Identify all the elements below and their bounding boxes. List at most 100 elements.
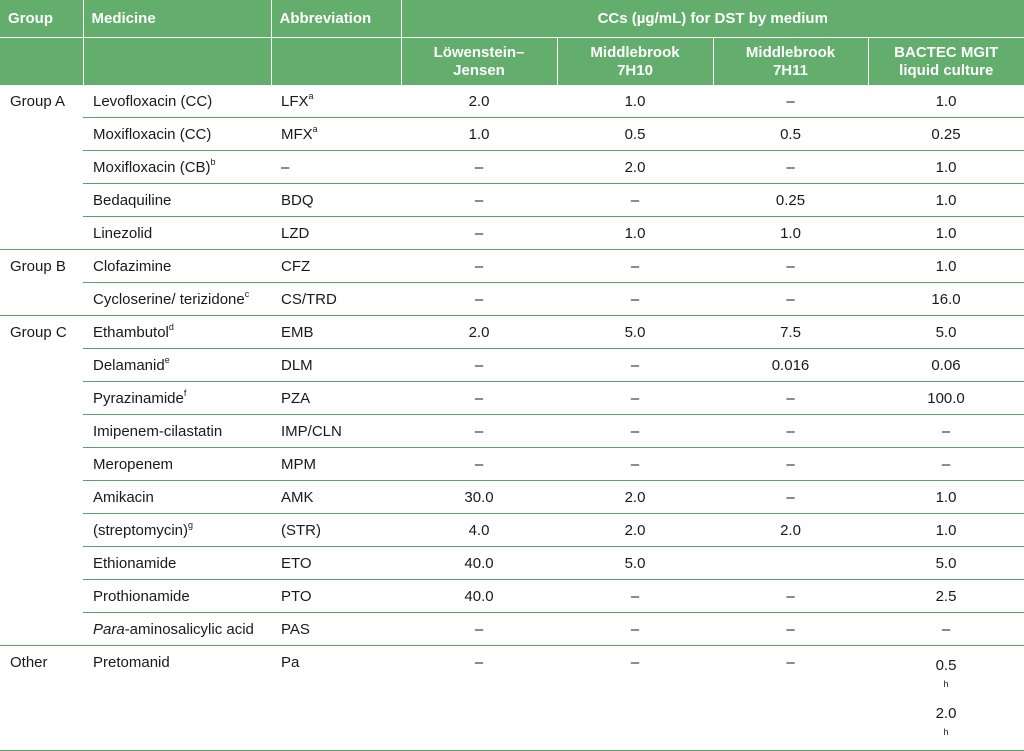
table-row: Imipenem-cilastatin IMP/CLN – – – – [0,414,1024,448]
cell-abbreviation: LZD [271,216,401,250]
cell-lj: 30.0 [401,480,557,514]
cell-abbreviation-text: CFZ [281,257,311,275]
cell-mgit: – [868,612,1024,646]
cell-abbreviation-text: EMB [281,323,314,341]
header-group: Group [0,0,83,38]
cell-abbreviation: IMP/CLN [271,414,401,448]
cell-7h10: – [557,282,713,316]
cell-7h11: – [713,579,868,613]
cell-lj: – [401,612,557,646]
cell-medicine: Moxifloxacin (CB)b [83,150,271,184]
header-lj-line1: Löwenstein– [433,43,525,61]
cell-medicine: Moxifloxacin (CC) [83,117,271,151]
cell-medicine: Cycloserine/ terizidonec [83,282,271,316]
cell-7h10: – [557,348,713,382]
cell-medicine: Imipenem-cilastatin [83,414,271,448]
header-7h11-line2: 7H11 [772,61,809,79]
header-7h10-line2: 7H10 [617,61,653,79]
cell-lj: – [401,447,557,481]
cell-abbreviation: – [271,150,401,184]
cell-7h11: – [713,447,868,481]
cell-medicine-italic: Para [93,620,125,638]
cell-7h11: – [713,480,868,514]
cell-lj: 40.0 [401,579,557,613]
cell-group [0,184,83,217]
cell-group [0,448,83,481]
cell-abbreviation-text: – [281,158,290,176]
cell-mgit: 16.0 [868,282,1024,316]
cell-7h10: 5.0 [557,315,713,349]
cell-medicine-footnote: c [244,288,250,299]
cell-abbreviation: LFXa [271,85,401,118]
cell-abbreviation-text: LZD [281,224,310,242]
cell-7h11: – [713,612,868,646]
cell-mgit: 1.0 [868,150,1024,184]
cell-abbreviation-text: CS/TRD [281,290,337,308]
cell-group [0,349,83,382]
cell-group [0,580,83,613]
table-row: Ethionamide ETO 40.0 5.0 5.0 [0,546,1024,580]
cell-mgit: 0.06 [868,348,1024,382]
cell-mgit: 0.25 [868,117,1024,151]
cell-medicine: Delamanide [83,348,271,382]
cell-group: Group A [10,92,66,110]
header-abbreviation: Abbreviation [270,0,401,38]
cell-abbreviation-text: MFX [281,125,313,143]
cell-mgit: 1.0 [868,249,1024,283]
table-row: Bedaquiline BDQ – –0.25 1.0 [0,183,1024,217]
header-7h10-line1: Middlebrook [590,43,680,61]
cell-mgit: 2.5 [868,579,1024,613]
cell-abbreviation: MFXa [271,117,401,151]
cell-mgit-value-2: 2.0 h [935,705,957,737]
cell-medicine-text: (streptomycin) [93,521,189,539]
cell-abbreviation-footnote: a [312,123,318,134]
cell-medicine-text: -aminosalicylic acid [124,620,254,638]
table-row: Delamanide DLM – –0.016 0.06 [0,348,1024,382]
cell-medicine-footnote: e [164,354,170,365]
cell-7h11: – [713,381,868,415]
cell-7h10: – [557,414,713,448]
cell-medicine-text: Moxifloxacin (CC) [93,125,212,143]
cell-lj: – [401,645,557,751]
cell-7h11: – [713,249,868,283]
table-row: Moxifloxacin (CB)b – –2.0–1.0 [0,150,1024,184]
header-mgit-line2: liquid culture [899,61,994,79]
cell-medicine-text: Imipenem-cilastatin [93,422,223,440]
cell-medicine-text: Moxifloxacin (CB) [93,158,211,176]
cell-abbreviation: PTO [271,579,401,613]
cell-7h10: – [557,249,713,283]
header-middlebrook-7h11: Middlebrook 7H11 [712,37,868,85]
cell-mgit: 5.0 [868,546,1024,580]
cell-lj: – [401,150,557,184]
cell-mgit: 100.0 [868,381,1024,415]
cell-group [0,514,83,547]
cell-7h10: 2.0 [557,150,713,184]
cell-lj: – [401,183,557,217]
cell-mgit: 1.0 [868,85,1024,118]
cell-lj: – [401,381,557,415]
cell-abbreviation-text: AMK [281,488,314,506]
cell-7h10: – [557,183,713,217]
cell-medicine: Ethionamide [83,546,271,580]
header-mgit-line1: BACTEC MGIT [894,43,999,61]
cell-7h11: 0.016 [713,348,868,382]
table-row: Cycloserine/ terizidonec CS/TRD – – –16.0 [0,282,1024,316]
cell-7h11: – [713,150,868,184]
cell-medicine-text: Pyrazinamide [93,389,184,407]
cell-mgit: 0.5 h 2.0 h [868,645,1024,751]
cell-7h10: – [557,381,713,415]
cell-lj: 40.0 [401,546,557,580]
cell-7h11: 1.0 [713,216,868,250]
cell-lj: 2.0 [401,85,557,118]
cell-medicine: Para-aminosalicylic acid [83,612,271,646]
cell-group: Group B [10,257,66,275]
header-medicine: Medicine [82,0,271,38]
cell-abbreviation-text: BDQ [281,191,314,209]
cell-7h10: – [557,447,713,481]
cell-abbreviation-text: PZA [281,389,311,407]
cell-abbreviation: Pa [271,645,401,751]
cell-mgit: 1.0 [868,480,1024,514]
cell-medicine-footnote: d [168,321,174,332]
cell-medicine-text: Linezolid [93,224,153,242]
cell-medicine: Pretomanid [83,645,271,751]
